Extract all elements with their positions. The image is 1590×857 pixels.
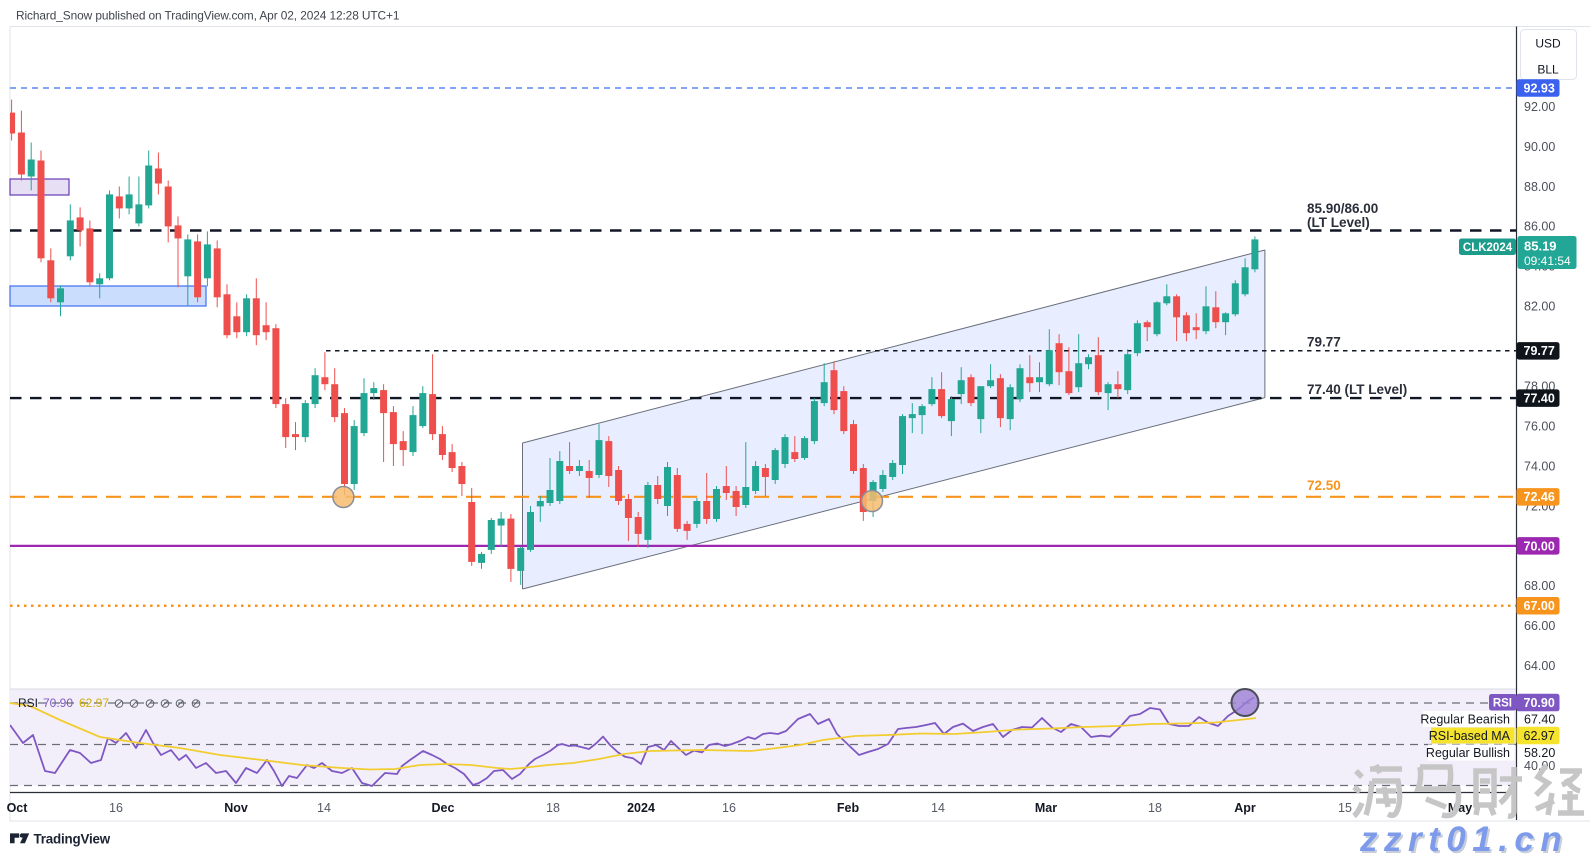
svg-text:Apr: Apr: [1234, 801, 1256, 815]
svg-text:Mar: Mar: [1035, 801, 1057, 815]
svg-text:62.97: 62.97: [79, 696, 109, 710]
svg-text:67.40: 67.40: [1524, 713, 1555, 727]
svg-text:09:41:54: 09:41:54: [1524, 254, 1571, 268]
svg-text:2024: 2024: [627, 801, 655, 815]
svg-text:BLL: BLL: [1537, 63, 1559, 77]
svg-text:68.00: 68.00: [1524, 579, 1555, 593]
svg-text:16: 16: [109, 801, 123, 815]
svg-text:79.77: 79.77: [1524, 344, 1555, 358]
svg-text:CLK2024: CLK2024: [1463, 242, 1513, 254]
svg-text:72.46: 72.46: [1524, 490, 1555, 504]
svg-text:RSI: RSI: [1493, 698, 1512, 710]
svg-text:14: 14: [931, 801, 945, 815]
svg-text:64.00: 64.00: [1524, 659, 1555, 673]
svg-text:Oct: Oct: [7, 801, 29, 815]
svg-text:15: 15: [1338, 801, 1352, 815]
svg-text:(LT Level): (LT Level): [1307, 215, 1370, 230]
svg-text:Regular Bullish: Regular Bullish: [1426, 746, 1510, 760]
svg-text:Feb: Feb: [837, 801, 860, 815]
svg-text:79.77: 79.77: [1307, 335, 1341, 350]
svg-text:92.93: 92.93: [1524, 81, 1555, 95]
svg-text:86.00: 86.00: [1524, 220, 1555, 234]
svg-text:Richard_Snow published on Trad: Richard_Snow published on TradingView.co…: [16, 9, 400, 23]
svg-text:70.00: 70.00: [1524, 539, 1555, 553]
svg-text:18: 18: [1148, 801, 1162, 815]
svg-text:Regular Bearish: Regular Bearish: [1420, 713, 1510, 727]
svg-text:58.20: 58.20: [1524, 746, 1555, 760]
svg-text:88.00: 88.00: [1524, 180, 1555, 194]
svg-text:90.00: 90.00: [1524, 140, 1555, 154]
svg-text:16: 16: [722, 801, 736, 815]
svg-text:82.00: 82.00: [1524, 300, 1555, 314]
svg-text:66.00: 66.00: [1524, 619, 1555, 633]
svg-text:RSI-based MA: RSI-based MA: [1429, 729, 1511, 743]
svg-text:67.00: 67.00: [1524, 599, 1555, 613]
svg-text:18: 18: [546, 801, 560, 815]
svg-text:76.00: 76.00: [1524, 419, 1555, 433]
svg-text:Nov: Nov: [224, 801, 248, 815]
svg-text:14: 14: [317, 801, 331, 815]
svg-text:zzrt01.cn: zzrt01.cn: [1359, 820, 1568, 857]
svg-text:77.40: 77.40: [1524, 392, 1555, 406]
svg-text:85.19: 85.19: [1524, 239, 1557, 254]
svg-text:62.97: 62.97: [1524, 729, 1555, 743]
svg-text:92.00: 92.00: [1524, 100, 1555, 114]
svg-text:Dec: Dec: [432, 801, 455, 815]
svg-text:RSI: RSI: [18, 696, 38, 710]
svg-text:85.90/86.00: 85.90/86.00: [1307, 201, 1378, 216]
svg-text:40.00: 40.00: [1524, 759, 1555, 773]
svg-text:70.90: 70.90: [43, 696, 73, 710]
svg-text:77.40 (LT Level): 77.40 (LT Level): [1307, 382, 1407, 397]
svg-text:USD: USD: [1535, 37, 1561, 51]
svg-text:70.90: 70.90: [1524, 696, 1555, 710]
svg-text:74.00: 74.00: [1524, 459, 1555, 473]
svg-text:TradingView: TradingView: [34, 832, 111, 847]
svg-text:72.50: 72.50: [1307, 478, 1341, 493]
